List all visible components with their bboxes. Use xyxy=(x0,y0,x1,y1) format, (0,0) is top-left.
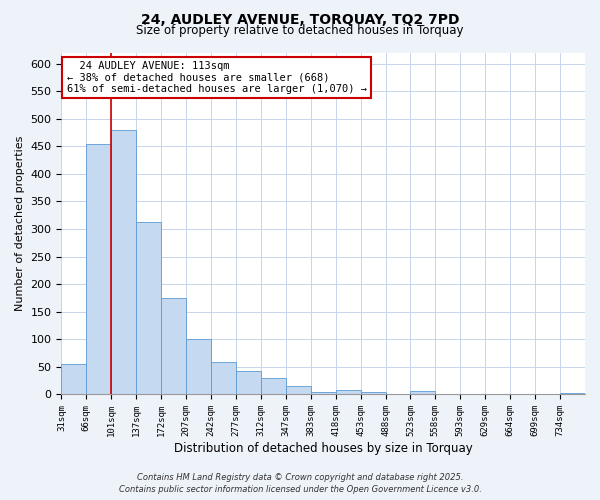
Text: 24 AUDLEY AVENUE: 113sqm
← 38% of detached houses are smaller (668)
61% of semi-: 24 AUDLEY AVENUE: 113sqm ← 38% of detach… xyxy=(67,61,367,94)
Bar xyxy=(261,378,286,394)
Bar xyxy=(211,362,236,394)
Y-axis label: Number of detached properties: Number of detached properties xyxy=(15,136,25,311)
Text: Size of property relative to detached houses in Torquay: Size of property relative to detached ho… xyxy=(136,24,464,37)
Bar xyxy=(86,144,111,394)
Text: Contains HM Land Registry data © Crown copyright and database right 2025.
Contai: Contains HM Land Registry data © Crown c… xyxy=(119,472,481,494)
Bar xyxy=(286,386,311,394)
Bar xyxy=(186,340,211,394)
Bar xyxy=(311,392,335,394)
Bar xyxy=(161,298,186,394)
Bar xyxy=(335,390,361,394)
X-axis label: Distribution of detached houses by size in Torquay: Distribution of detached houses by size … xyxy=(174,442,473,455)
Bar xyxy=(136,222,161,394)
Bar xyxy=(410,390,436,394)
Text: 24, AUDLEY AVENUE, TORQUAY, TQ2 7PD: 24, AUDLEY AVENUE, TORQUAY, TQ2 7PD xyxy=(141,12,459,26)
Bar xyxy=(361,392,386,394)
Bar xyxy=(61,364,86,394)
Bar xyxy=(111,130,136,394)
Bar xyxy=(236,372,261,394)
